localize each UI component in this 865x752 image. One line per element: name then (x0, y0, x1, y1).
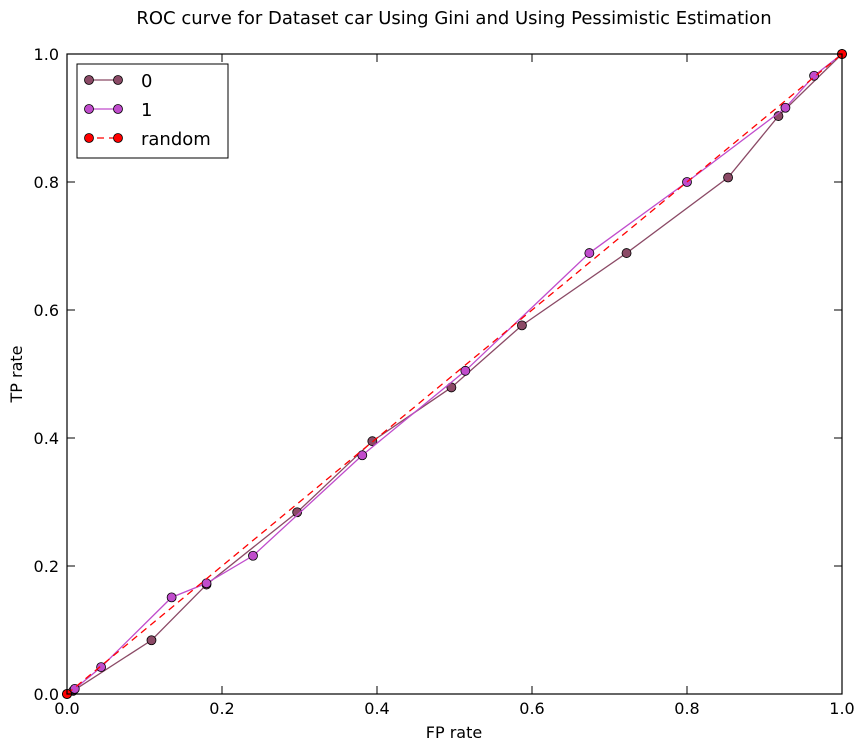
legend-label-1: 1 (141, 100, 152, 121)
legend-label-0: 0 (141, 71, 152, 92)
x-axis-label: FP rate (426, 723, 482, 742)
data-point-1 (166, 592, 177, 603)
plot-frame (66, 53, 843, 695)
x-tick-label: 0.8 (674, 699, 699, 718)
data-point-1 (248, 550, 258, 561)
y-tick-label: 0.2 (34, 557, 59, 576)
legend-label-random: random (141, 129, 211, 150)
data-point-0 (146, 635, 157, 646)
legend-marker-0 (113, 75, 123, 85)
data-point-1 (69, 683, 80, 694)
data-point-1 (96, 662, 106, 673)
plot-area (62, 49, 847, 699)
y-tick-label: 0.4 (34, 429, 59, 448)
data-point-1 (780, 102, 791, 113)
y-tick-label: 0.0 (34, 685, 59, 704)
data-point-1 (460, 365, 471, 376)
data-point-0 (621, 248, 632, 258)
y-tick-label: 0.6 (34, 301, 59, 320)
x-tick-label: 1.0 (829, 699, 854, 718)
data-point-1 (584, 248, 595, 258)
x-tick-label: 0.2 (209, 699, 234, 718)
legend-marker-1 (113, 104, 123, 114)
x-tick-label: 0.6 (519, 699, 544, 718)
y-tick-label: 1.0 (34, 45, 59, 64)
data-point-0 (517, 320, 527, 331)
data-point-1 (201, 578, 212, 589)
legend: 0 1 random (76, 63, 229, 159)
chart-title: ROC curve for Dataset car Using Gini and… (136, 8, 771, 29)
y-axis-label: TP rate (7, 345, 26, 403)
data-point-0 (723, 172, 733, 183)
legend-marker-1 (84, 104, 94, 114)
legend-marker-random (113, 133, 123, 143)
x-tick-label: 0.0 (54, 699, 79, 718)
legend-marker-0 (84, 75, 94, 85)
axis-ticks: 0.0 0.2 0.4 0.6 0.8 1.0 0.0 0.2 0.4 0.6 0.8 1.0 (34, 45, 855, 718)
data-point-1 (809, 70, 819, 81)
data-point-1 (357, 450, 368, 461)
data-point-0 (292, 507, 303, 518)
legend-marker-random (84, 133, 94, 143)
x-tick-label: 0.4 (364, 699, 389, 718)
y-tick-label: 0.8 (34, 173, 59, 192)
